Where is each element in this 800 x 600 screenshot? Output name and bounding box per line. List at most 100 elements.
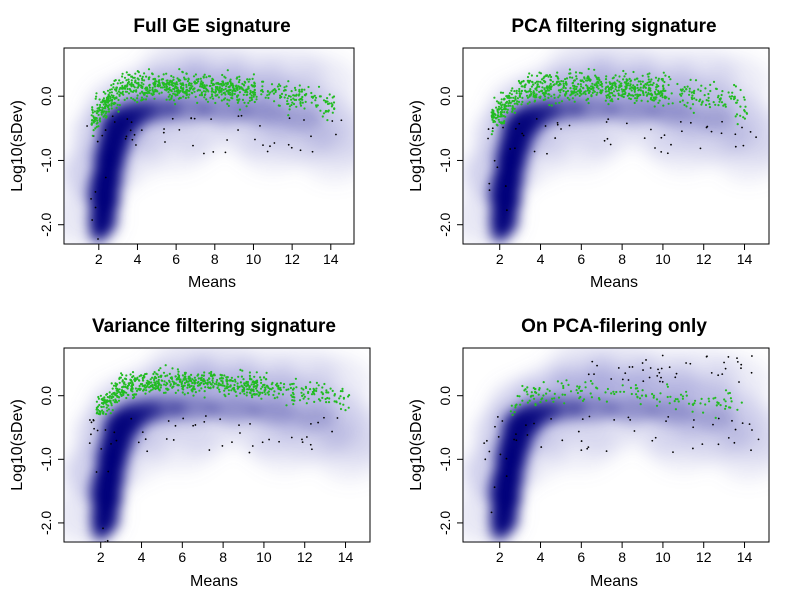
signature-point xyxy=(724,407,727,410)
signature-point xyxy=(538,387,541,390)
signature-point xyxy=(305,402,308,405)
signature-point xyxy=(112,94,115,97)
signature-point xyxy=(646,73,649,76)
signature-point xyxy=(526,386,529,389)
signature-point xyxy=(151,88,154,91)
signature-point xyxy=(256,383,259,387)
signature-point xyxy=(730,97,733,100)
signature-point xyxy=(243,84,246,87)
signature-point xyxy=(495,116,498,119)
outlier-point xyxy=(580,449,583,452)
signature-point xyxy=(496,108,499,111)
signature-point xyxy=(677,400,680,403)
signature-point xyxy=(610,91,613,94)
signature-point xyxy=(569,87,572,90)
signature-point xyxy=(613,94,617,97)
signature-point xyxy=(108,91,111,94)
signature-point xyxy=(193,380,196,383)
signature-point xyxy=(181,391,184,394)
signature-point xyxy=(248,96,252,99)
signature-point xyxy=(298,399,302,402)
outlier-point xyxy=(661,380,664,383)
signature-point xyxy=(267,393,270,396)
signature-point xyxy=(530,92,533,96)
signature-point xyxy=(130,75,134,78)
signature-point xyxy=(637,95,640,98)
signature-point xyxy=(668,75,671,78)
signature-point xyxy=(292,97,295,100)
signature-point xyxy=(639,83,643,86)
signature-point xyxy=(214,88,217,92)
signature-point xyxy=(263,390,266,393)
signature-point xyxy=(600,82,604,85)
signature-point xyxy=(717,104,720,107)
signature-point xyxy=(219,89,222,92)
signature-point xyxy=(307,390,310,394)
signature-point xyxy=(100,111,103,114)
signature-point xyxy=(578,71,582,74)
outlier-point xyxy=(505,457,508,460)
outlier-point xyxy=(660,136,663,139)
signature-point xyxy=(705,99,708,102)
signature-point xyxy=(292,382,295,385)
signature-point xyxy=(664,74,667,77)
outlier-point xyxy=(693,419,695,421)
signature-point xyxy=(92,129,95,132)
signature-point xyxy=(534,387,537,391)
signature-point xyxy=(647,84,650,87)
signature-point xyxy=(159,86,163,89)
signature-point xyxy=(154,80,157,83)
signature-point xyxy=(99,103,102,107)
signature-point xyxy=(657,85,660,88)
outlier-point xyxy=(488,189,491,192)
signature-point xyxy=(253,84,257,88)
x-axis-label: Means xyxy=(190,573,238,590)
density-cloud xyxy=(300,126,354,183)
signature-point xyxy=(545,399,548,402)
signature-point xyxy=(237,375,240,378)
outlier-point xyxy=(675,372,678,375)
signature-point xyxy=(655,96,658,99)
outlier-point xyxy=(617,367,620,369)
signature-point xyxy=(284,93,287,96)
signature-point xyxy=(224,395,227,398)
signature-point xyxy=(583,77,586,80)
signature-point xyxy=(344,409,347,412)
signature-point xyxy=(183,381,187,385)
signature-point xyxy=(225,85,228,88)
outlier-point xyxy=(269,145,271,148)
signature-point xyxy=(597,87,600,90)
signature-point xyxy=(538,96,541,99)
signature-point xyxy=(617,97,620,101)
signature-point xyxy=(719,404,722,407)
signature-point xyxy=(642,91,645,94)
signature-point xyxy=(168,83,171,86)
signature-point xyxy=(733,95,736,99)
signature-point xyxy=(252,383,255,386)
outlier-point xyxy=(323,416,325,419)
signature-point xyxy=(560,80,563,83)
signature-point xyxy=(674,408,678,411)
signature-point xyxy=(177,384,180,387)
signature-point xyxy=(130,388,133,391)
signature-point xyxy=(200,91,203,94)
outlier-point xyxy=(666,152,669,155)
signature-point xyxy=(252,95,255,98)
signature-point xyxy=(661,79,664,82)
outlier-point xyxy=(724,367,727,370)
density-core-blob xyxy=(198,98,251,123)
signature-point xyxy=(183,375,186,378)
signature-point xyxy=(498,108,501,111)
outlier-point xyxy=(723,361,725,364)
signature-point xyxy=(669,395,672,398)
outlier-point xyxy=(239,432,241,434)
signature-point xyxy=(264,388,267,392)
signature-point xyxy=(220,379,223,382)
density-core-blob xyxy=(88,219,109,244)
signature-point xyxy=(286,100,289,103)
signature-point xyxy=(176,368,179,371)
signature-point xyxy=(110,94,113,97)
signature-point xyxy=(325,389,328,392)
signature-point xyxy=(154,387,157,391)
signature-point xyxy=(114,79,117,82)
